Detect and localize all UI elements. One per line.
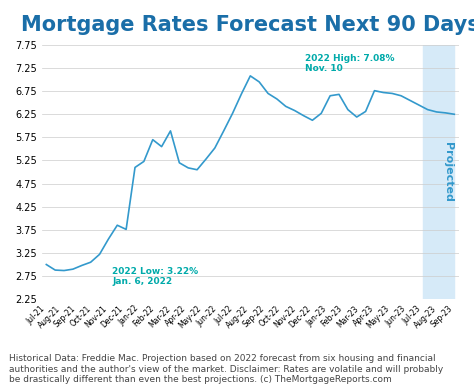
Text: Projected: Projected <box>443 142 453 202</box>
Text: 2022 High: 7.08%
Nov. 10: 2022 High: 7.08% Nov. 10 <box>305 54 395 73</box>
Title: Mortgage Rates Forecast Next 90 Days: Mortgage Rates Forecast Next 90 Days <box>21 15 474 35</box>
Text: 2022 Low: 3.22%
Jan. 6, 2022: 2022 Low: 3.22% Jan. 6, 2022 <box>112 267 198 286</box>
Bar <box>423 45 454 299</box>
Text: Historical Data: Freddie Mac. Projection based on 2022 forecast from six housing: Historical Data: Freddie Mac. Projection… <box>9 354 444 384</box>
